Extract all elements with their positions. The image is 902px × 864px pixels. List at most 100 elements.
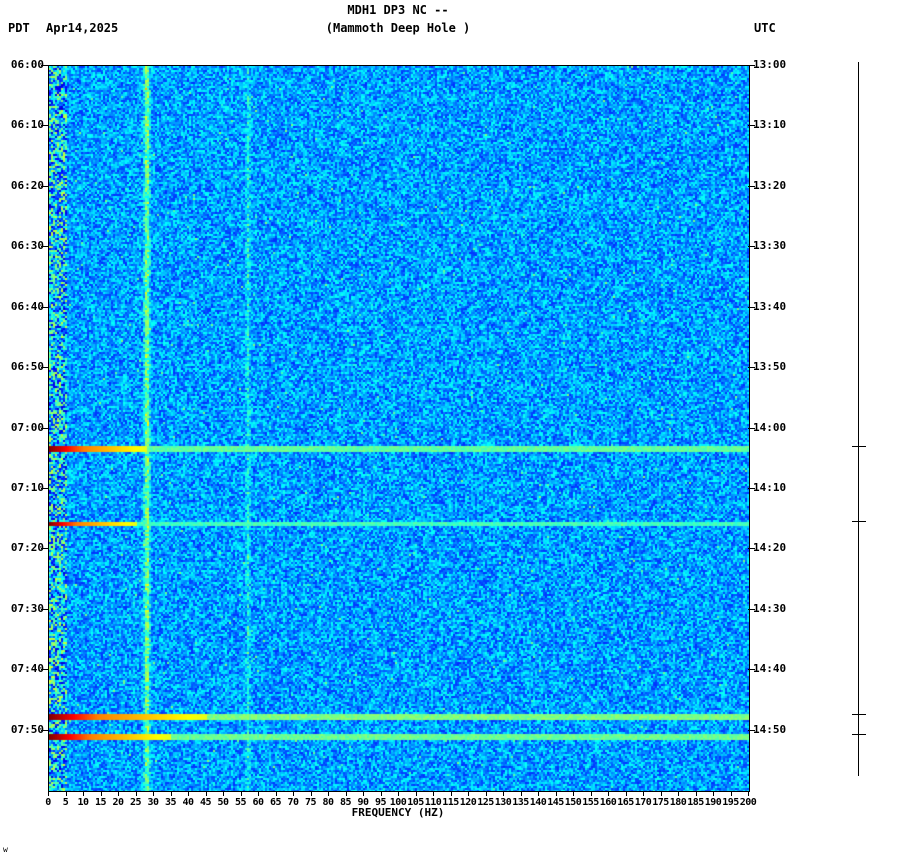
x-axis-label: 170 (634, 797, 652, 808)
x-axis-tick (118, 791, 119, 796)
x-axis-label: 185 (687, 797, 704, 808)
x-axis-tick (573, 791, 574, 796)
x-axis-tick (171, 791, 172, 796)
x-axis-tick (241, 791, 242, 796)
y-axis-tick-left (41, 609, 48, 610)
y-axis-label-left: 06:30 (10, 239, 44, 253)
x-axis-label: 55 (234, 797, 247, 808)
x-axis-label: 135 (512, 797, 529, 808)
y-axis-tick-right (748, 307, 755, 308)
x-axis-tick (363, 791, 364, 796)
y-axis-tick-left (41, 730, 48, 731)
y-axis-tick-right (748, 246, 755, 247)
x-axis-label: 75 (304, 797, 317, 808)
y-axis-tick-right (748, 548, 755, 549)
x-axis-tick (206, 791, 207, 796)
x-axis-label: 35 (164, 797, 177, 808)
y-axis-label-left: 06:20 (10, 178, 44, 192)
x-axis-label: 140 (529, 797, 547, 808)
x-axis-label: 145 (547, 797, 564, 808)
x-axis-tick (381, 791, 382, 796)
x-axis-tick (521, 791, 522, 796)
y-axis-label-right: 14:30 (753, 601, 787, 615)
y-axis-label-right: 13:10 (753, 118, 787, 132)
x-axis-tick (643, 791, 644, 796)
x-axis-tick (608, 791, 609, 796)
y-axis-tick-left (41, 65, 48, 66)
y-axis-label-left: 06:10 (10, 118, 44, 132)
x-axis-tick (328, 791, 329, 796)
x-axis-label: 65 (269, 797, 282, 808)
x-axis-label: 115 (442, 797, 459, 808)
x-axis-label: 150 (564, 797, 582, 808)
x-axis-label: 95 (374, 797, 387, 808)
x-axis-tick (731, 791, 732, 796)
y-axis-tick-left (41, 669, 48, 670)
event-marker-tick (852, 446, 866, 447)
x-axis-tick (48, 791, 49, 796)
x-axis-tick (153, 791, 154, 796)
x-axis-title: FREQUENCY (HZ) (351, 806, 445, 819)
x-axis-tick (258, 791, 259, 796)
y-axis-tick-left (41, 307, 48, 308)
x-axis-label: 200 (739, 797, 757, 808)
x-axis-label: 175 (652, 797, 669, 808)
x-axis-label: 10 (77, 797, 89, 808)
x-axis-label: 105 (407, 797, 424, 808)
x-axis-label: 190 (704, 797, 722, 808)
x-axis-tick (591, 791, 592, 796)
x-axis-tick (468, 791, 469, 796)
y-axis-label-left: 06:00 (10, 58, 44, 71)
event-marker-tick (852, 521, 866, 522)
y-axis-tick-left (41, 428, 48, 429)
y-axis-tick-left (41, 548, 48, 549)
y-axis-tick-right (748, 488, 755, 489)
x-axis-tick (311, 791, 312, 796)
x-axis-tick (398, 791, 399, 796)
y-axis-tick-left (41, 125, 48, 126)
x-axis-tick (486, 791, 487, 796)
y-axis-label-left: 07:40 (10, 662, 44, 676)
x-axis-tick (293, 791, 294, 796)
y-axis-label-right: 14:40 (753, 662, 787, 676)
x-axis-label: 60 (252, 797, 264, 808)
x-axis-label: 25 (129, 797, 142, 808)
y-axis-tick-right (748, 730, 755, 731)
y-axis-label-right: 13:20 (753, 178, 787, 192)
x-axis-label: 80 (322, 797, 334, 808)
x-axis-label: 155 (582, 797, 599, 808)
x-axis-tick (713, 791, 714, 796)
x-axis-tick (136, 791, 137, 796)
x-axis-label: 50 (217, 797, 229, 808)
x-axis-label: 70 (287, 797, 299, 808)
x-axis-label: 165 (617, 797, 634, 808)
x-axis-tick (188, 791, 189, 796)
x-axis-tick (416, 791, 417, 796)
y-axis-label-left: 06:50 (10, 360, 44, 374)
y-axis-tick-left (41, 488, 48, 489)
x-axis-tick (346, 791, 347, 796)
watermark: w (3, 845, 8, 854)
event-marker-tick (852, 734, 866, 735)
x-axis-label: 40 (182, 797, 194, 808)
x-axis-label: 120 (459, 797, 477, 808)
x-axis-tick (83, 791, 84, 796)
x-axis-label: 20 (112, 797, 124, 808)
x-axis-label: 110 (424, 797, 442, 808)
y-axis-label-left: 07:20 (10, 541, 44, 555)
spectrogram-plot-frame (48, 65, 750, 792)
x-axis-label: 15 (94, 797, 107, 808)
x-axis-tick (451, 791, 452, 796)
y-axis-tick-left (41, 367, 48, 368)
date-label: Apr14,2025 (46, 21, 119, 35)
x-axis-label: 5 (62, 797, 69, 808)
y-axis-label-right: 13:40 (753, 299, 787, 313)
y-axis-tick-left (41, 186, 48, 187)
x-axis-tick (626, 791, 627, 796)
y-axis-label-right: 14:10 (753, 480, 787, 494)
y-axis-label-left: 07:10 (10, 480, 44, 494)
y-axis-label-right: 13:50 (753, 360, 787, 374)
x-axis-label: 160 (599, 797, 617, 808)
y-axis-label-left: 07:00 (10, 420, 44, 434)
